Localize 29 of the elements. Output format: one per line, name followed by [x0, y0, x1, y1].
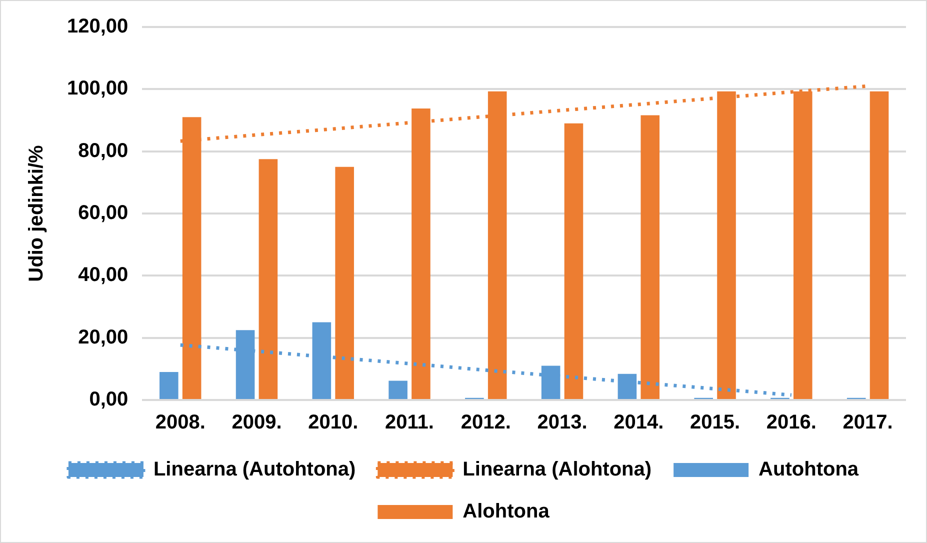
legend-label: Linearna (Autohtona) [153, 458, 356, 481]
legend-label: Autohtona [758, 458, 860, 481]
bar [564, 123, 584, 399]
bar [388, 380, 408, 399]
y-tick-label: 60,00 [78, 202, 128, 224]
legend-label: Linearna (Alohtona) [462, 458, 652, 481]
y-tick-label: 0,00 [89, 388, 128, 411]
bar [870, 91, 889, 399]
y-axis-title: Udio jedinki/% [26, 144, 48, 282]
bar [258, 159, 278, 399]
x-tick-label: 2013. [537, 412, 588, 434]
y-tick-label: 120,00 [67, 16, 128, 38]
y-tick-label: 80,00 [78, 140, 128, 162]
legend-label: Alohtona [462, 500, 550, 523]
x-tick-label: 2014. [614, 412, 664, 434]
x-tick-label: 2016. [766, 412, 816, 434]
x-tick-label: 2017. [842, 412, 893, 434]
y-tick-label: 100,00 [67, 78, 128, 100]
bar [160, 372, 178, 399]
x-tick-label: 2015. [690, 412, 740, 434]
bar [640, 115, 660, 399]
y-tick-label: 40,00 [78, 264, 128, 286]
x-tick-label: 2011. [385, 412, 434, 434]
x-tick-label: 2009. [232, 412, 282, 434]
bar [335, 166, 354, 399]
x-tick-label: 2008. [155, 412, 206, 434]
y-tick-label: 20,00 [78, 326, 128, 348]
x-tick-label: 2010. [308, 412, 358, 434]
x-tick-label: 2012. [460, 412, 511, 434]
